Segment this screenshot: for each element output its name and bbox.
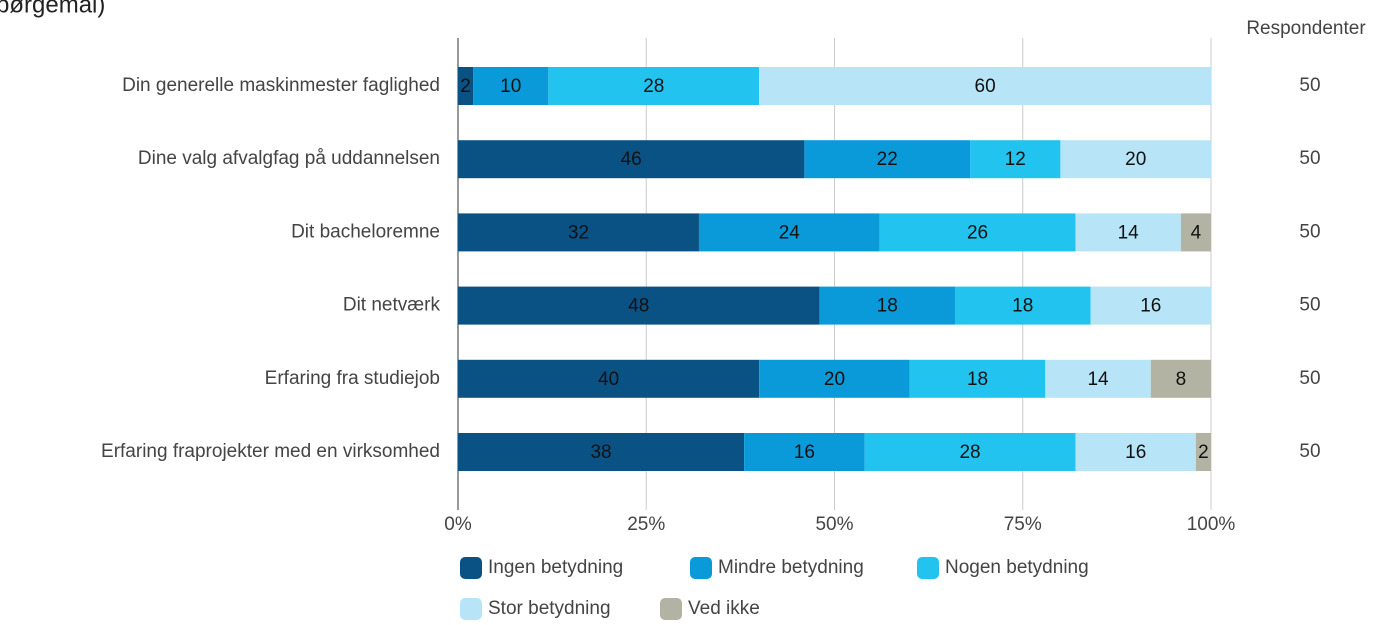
bar-segment (864, 433, 1076, 471)
legend-label: Ingen betydning (488, 557, 623, 578)
legend-label: Stor betydning (488, 598, 611, 619)
legend-swatch (690, 557, 712, 579)
bar-segment (804, 140, 971, 179)
bar-segment (1150, 359, 1211, 398)
respondents-value: 50 (1299, 295, 1320, 316)
x-tick-label: 50% (815, 514, 853, 535)
data-label: 22 (877, 149, 898, 170)
respondents-value: 50 (1299, 441, 1320, 462)
legend-swatch (460, 598, 482, 620)
respondents-value: 50 (1299, 148, 1320, 169)
bar-segment (458, 286, 820, 325)
data-label: 60 (975, 76, 996, 97)
legend-label: Mindre betydning (718, 557, 864, 578)
data-label: 16 (794, 442, 815, 463)
respondents-value: 50 (1299, 368, 1320, 389)
bar-segment (473, 67, 549, 105)
respondents-header: Respondenter (1246, 18, 1366, 39)
data-label: 8 (1176, 369, 1187, 390)
bar-segment (698, 213, 880, 252)
legend-swatch (917, 557, 939, 579)
bar-segment (909, 359, 1046, 398)
bar-segment (759, 67, 1211, 105)
legend-label: Nogen betydning (945, 557, 1089, 578)
bar-segment (1075, 433, 1196, 471)
bar-segment (1090, 286, 1211, 325)
data-label: 28 (643, 76, 664, 97)
bar-segment (744, 433, 865, 471)
data-label: 24 (779, 222, 801, 243)
data-label: 40 (598, 369, 619, 390)
data-label: 28 (959, 442, 980, 463)
data-label: 12 (1005, 149, 1026, 170)
legend-swatch (460, 557, 482, 579)
data-label: 20 (824, 369, 845, 390)
bar-segment (458, 67, 474, 105)
data-label: 14 (1118, 222, 1140, 243)
legend-swatch (660, 598, 682, 620)
data-label: 14 (1087, 369, 1109, 390)
chart-title: spørgemål) (0, 0, 105, 18)
data-label: 4 (1191, 222, 1202, 243)
bar-segment (458, 359, 760, 398)
bar-segment (1045, 359, 1151, 398)
data-label: 2 (1198, 442, 1209, 463)
bar-segment (819, 286, 955, 325)
y-tick-label: Dit netværk (343, 295, 441, 316)
bar-segment (458, 140, 805, 179)
bar-segment (458, 213, 699, 252)
y-tick-label: Erfaring fra studiejob (265, 368, 440, 389)
data-label: 18 (877, 296, 898, 317)
bar-segment (879, 213, 1076, 252)
data-label: 38 (590, 442, 611, 463)
data-label: 16 (1125, 442, 1146, 463)
bar-segment (458, 433, 745, 471)
data-label: 10 (500, 76, 521, 97)
bar-segment (1060, 140, 1211, 179)
x-tick-label: 0% (444, 514, 472, 535)
x-tick-label: 75% (1004, 514, 1042, 535)
data-label: 16 (1140, 296, 1161, 317)
bar-segment (954, 286, 1091, 325)
bar-segment (548, 67, 760, 105)
y-tick-label: Erfaring fraprojekter med en virksomhed (101, 441, 440, 462)
data-label: 48 (628, 296, 649, 317)
x-tick-label: 100% (1187, 514, 1236, 535)
x-tick-label: 25% (627, 514, 665, 535)
legend-label: Ved ikke (688, 598, 760, 619)
bar-segment (970, 140, 1061, 179)
data-label: 20 (1125, 149, 1146, 170)
data-label: 18 (1012, 296, 1033, 317)
bar-segment (759, 359, 910, 398)
y-tick-label: Dine valg afvalgfag på uddannelsen (138, 148, 440, 169)
data-label: 46 (621, 149, 642, 170)
data-label: 18 (967, 369, 988, 390)
bar-segment (1075, 213, 1181, 252)
bar-segment (1195, 433, 1211, 471)
y-tick-label: Din generelle maskinmester faglighed (122, 75, 440, 96)
respondents-value: 50 (1299, 221, 1320, 242)
bar-segment (1180, 213, 1211, 252)
data-label: 26 (967, 222, 988, 243)
data-label: 2 (460, 76, 471, 97)
data-label: 32 (568, 222, 589, 243)
respondents-value: 50 (1299, 75, 1320, 96)
y-tick-label: Dit bacheloremne (291, 221, 440, 242)
